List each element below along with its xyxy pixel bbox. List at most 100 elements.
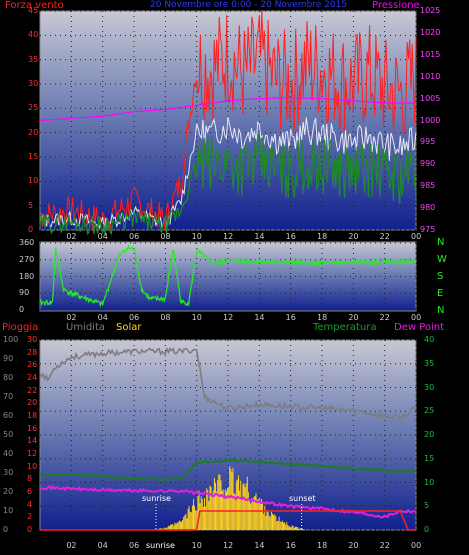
pressure-axis-tick: 1025 <box>420 6 441 15</box>
compass-label: S <box>437 271 444 282</box>
temperature-axis-tick: 5 <box>424 501 430 511</box>
wind-base-line <box>39 133 417 236</box>
humidity-axis-tick: 70 <box>3 392 14 401</box>
wind-axis-tick: 15 <box>28 152 39 161</box>
humidity-axis-tick: 80 <box>3 373 14 382</box>
temperature-axis-tick: 0 <box>424 525 430 534</box>
top-hour-tick: 12 <box>223 232 234 241</box>
rain-axis-tick: 24 <box>27 373 38 382</box>
temperature-axis-tick: 15 <box>424 453 435 463</box>
top-hour-tick: 10 <box>191 232 202 241</box>
middle-hour-tick: 08 <box>160 313 171 322</box>
temperature-axis-tick: 35 <box>424 358 435 368</box>
bottom-hour-tick: 22 <box>379 541 390 550</box>
wind-axis-tick: 35 <box>28 54 39 64</box>
rain-axis-tick: 12 <box>27 449 38 458</box>
temperature-axis-tick: 25 <box>424 406 435 416</box>
direction-axis-tick: 360 <box>19 238 35 247</box>
pressure-title: Pressione <box>372 0 420 11</box>
wind-axis-tick: 0 <box>28 225 34 234</box>
compass-label: N <box>437 237 445 248</box>
compass-label: E <box>437 288 444 299</box>
direction-axis-tick: 0 <box>19 305 25 314</box>
rain-title: Pioggia <box>2 322 39 333</box>
wind-axis-tick: 5 <box>28 200 34 210</box>
humidity-axis-tick: 100 <box>3 335 19 344</box>
pressure-axis-tick: 985 <box>420 181 436 191</box>
humidity-axis-tick: 30 <box>3 468 14 477</box>
bottom-hour-tick: 10 <box>191 541 202 550</box>
rain-line <box>40 510 416 531</box>
pressure-axis-tick: 1010 <box>420 71 441 81</box>
compass-label: W <box>437 254 447 265</box>
bottom-hour-tick: 18 <box>317 541 328 550</box>
top-hour-tick: 00 <box>411 232 422 241</box>
top-hour-tick: 14 <box>254 232 265 241</box>
wind-axis-tick: 25 <box>28 103 39 113</box>
temperature-axis-tick: 20 <box>424 430 435 439</box>
middle-hour-tick: 18 <box>317 313 328 322</box>
rain-axis-tick: 20 <box>27 398 38 408</box>
bottom-hour-tick: 06 <box>129 541 140 550</box>
temperature-title: Temperatura <box>313 322 377 333</box>
humidity-axis-tick: 50 <box>3 430 14 439</box>
top-hour-tick: 20 <box>348 232 359 241</box>
wind-axis-tick: 40 <box>28 30 39 40</box>
humidity-axis-tick: 0 <box>3 525 9 534</box>
middle-hour-tick: 10 <box>191 313 202 322</box>
wind-speed-line <box>39 10 417 232</box>
compass-label: N <box>437 305 445 316</box>
pressure-axis-tick: 990 <box>420 159 436 169</box>
middle-hour-tick: 00 <box>411 313 422 322</box>
temperature-axis-tick: 10 <box>424 477 435 487</box>
series-layer <box>39 10 417 531</box>
humidity-axis-tick: 10 <box>3 506 14 515</box>
wind-average-line <box>39 116 417 231</box>
pressure-axis-tick: 1000 <box>420 115 441 125</box>
bottom-hour-tick: 00 <box>411 541 422 550</box>
direction-axis-tick: 270 <box>19 254 35 264</box>
rain-axis-tick: 18 <box>27 411 38 420</box>
bottom-hour-tick: 14 <box>254 541 265 550</box>
pressure-line <box>39 97 416 122</box>
pressure-axis-tick: 1020 <box>420 27 441 37</box>
rain-axis-tick: 8 <box>27 474 33 484</box>
rain-axis-tick: 16 <box>27 423 38 433</box>
bottom-hour-tick: 12 <box>223 541 234 550</box>
wind-axis-tick: 30 <box>28 79 39 88</box>
rain-axis-tick: 6 <box>27 487 33 496</box>
temperature-axis-tick: 40 <box>424 335 435 344</box>
top-hour-tick: 04 <box>97 232 108 241</box>
grid-lines <box>40 10 417 531</box>
middle-hour-tick: 12 <box>223 313 234 322</box>
pressure-axis-tick: 980 <box>420 203 436 213</box>
humidity-axis-tick: 60 <box>3 411 14 420</box>
bottom-hour-tick: 04 <box>97 541 108 550</box>
sunset-marker-label: sunset <box>289 494 316 503</box>
wind-direction-line <box>39 244 417 308</box>
top-hour-tick: 16 <box>285 232 296 241</box>
direction-axis-tick: 180 <box>19 271 35 281</box>
top-hour-tick: 18 <box>317 232 328 241</box>
middle-hour-tick: 14 <box>254 313 265 322</box>
middle-hour-tick: 16 <box>285 313 296 322</box>
rain-axis-tick: 10 <box>27 461 38 471</box>
top-hour-tick: 06 <box>129 232 140 241</box>
sunrise-marker-label: sunrise <box>142 494 171 503</box>
humidity-axis-tick: 20 <box>3 487 14 496</box>
wind-axis-tick: 20 <box>28 127 39 137</box>
middle-hour-tick: 04 <box>97 313 108 322</box>
middle-hour-tick: 20 <box>348 313 359 322</box>
humidity-axis-tick: 40 <box>3 449 14 458</box>
top-hour-tick: 08 <box>160 232 171 241</box>
pressure-axis-tick: 995 <box>420 137 436 147</box>
bottom-hour-tick: 02 <box>66 541 77 550</box>
temperature-axis-tick: 30 <box>424 382 435 392</box>
rain-axis-tick: 4 <box>27 499 33 509</box>
wind-axis-tick: 45 <box>28 6 39 15</box>
temperature-line <box>39 457 417 482</box>
wind-axis-tick: 10 <box>28 176 39 186</box>
rain-axis-tick: 28 <box>27 347 38 357</box>
humidity-axis-tick: 90 <box>3 354 14 363</box>
